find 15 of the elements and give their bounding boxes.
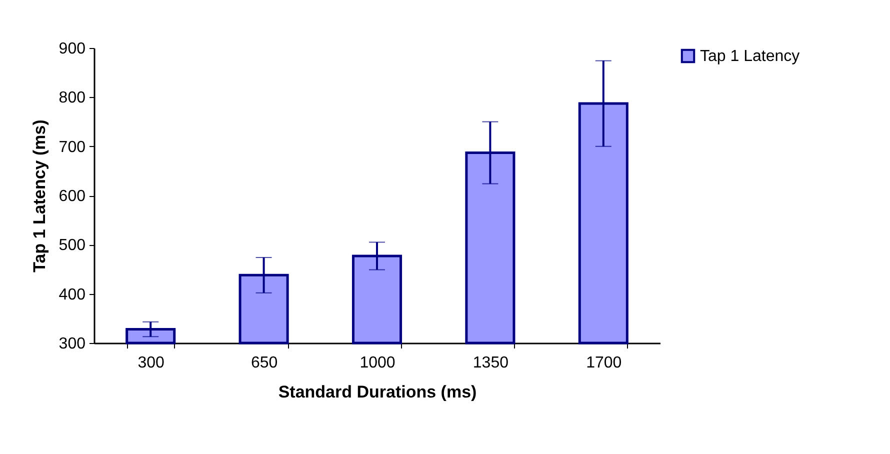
x-tick-label: 300 xyxy=(138,354,165,372)
x-tick-label: 1000 xyxy=(360,354,396,372)
y-axis-title: Tap 1 Latency (ms) xyxy=(30,120,49,272)
x-tick-label: 1700 xyxy=(586,354,622,372)
x-tick-label: 650 xyxy=(250,354,278,372)
legend-label: Tap 1 Latency xyxy=(700,48,800,65)
y-tick-label: 400 xyxy=(58,286,86,304)
y-tick-label: 500 xyxy=(58,237,86,254)
x-axis-title: Standard Durations (ms) xyxy=(278,382,477,402)
x-tick-label: 1350 xyxy=(472,354,509,372)
y-tick-label: 300 xyxy=(58,336,86,352)
y-tick-label: 600 xyxy=(58,188,86,205)
y-tick-label: 900 xyxy=(58,40,86,58)
y-tick-label: 800 xyxy=(58,90,86,107)
y-tick-label: 700 xyxy=(58,138,86,156)
